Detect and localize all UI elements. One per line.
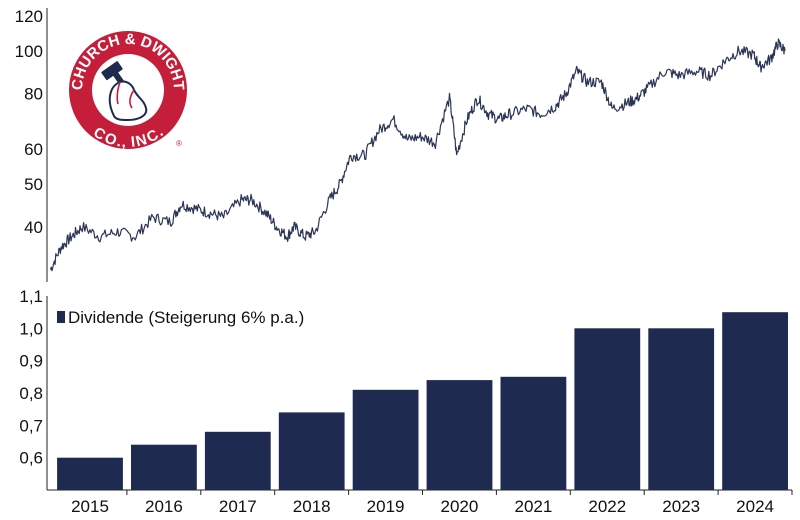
legend: Dividende (Steigerung 6% p.a.) [57,308,304,327]
price-series-line [49,38,786,272]
dividend-bar [574,328,641,490]
dividend-bar [648,328,715,490]
x-tick-label: 2018 [293,497,331,516]
x-tick-label: 2015 [71,497,109,516]
x-tick-label: 2024 [736,497,774,516]
bar-y-tick-label: 1,1 [19,287,43,306]
price-line-chart: 120 100 80 60 50 40 [15,7,786,282]
dividend-bar [278,412,345,490]
logo-registered-mark: ® [176,139,182,148]
arm-hammer-icon [101,61,148,122]
bar-chart-y-ticks: 1,1 1,0 0,9 0,8 0,7 0,6 [19,287,43,468]
line-y-tick-label: 60 [24,140,43,159]
dividend-bar [352,389,419,490]
line-y-tick-label: 120 [15,7,43,26]
bar-y-tick-label: 0,6 [19,449,43,468]
x-tick-label: 2021 [514,497,552,516]
dividend-bar [204,431,271,490]
dividend-bar [131,444,197,490]
x-tick-label: 2023 [662,497,700,516]
dividend-bar [722,312,788,490]
dividend-bar [426,380,493,490]
x-tick-label: 2017 [219,497,257,516]
dividend-bar-chart: 1,11,00,90,80,70,6 2015 2016 2017 2018 2019 2… [19,287,793,516]
line-y-tick-label: 80 [24,85,43,104]
legend-swatch [57,311,65,323]
line-y-tick-label: 100 [15,42,43,61]
bar-series [57,312,788,490]
line-y-tick-label: 50 [24,175,43,194]
x-tick-label: 2022 [588,497,626,516]
x-tick-label: 2020 [440,497,478,516]
x-tick-label: 2019 [367,497,405,516]
line-chart-y-ticks: 120 100 80 60 50 40 [15,7,43,237]
line-y-tick-label: 40 [24,218,43,237]
dividend-bar [57,457,123,490]
legend-label: Dividende (Steigerung 6% p.a.) [68,308,304,327]
bar-y-tick-label: 0,9 [19,352,43,371]
bar-y-tick-label: 0,8 [19,384,43,403]
dividend-bar [500,376,567,490]
bar-chart-x-ticks: 2015 2016 2017 2018 2019 2020 2021 2022 2023 2024 [71,490,793,516]
bar-y-tick-label: 1,0 [19,319,43,338]
bar-y-tick-label: 0,7 [19,416,43,435]
x-tick-label: 2016 [145,497,183,516]
church-dwight-logo: CHURCH & DWIGHT CO., INC. ® [69,31,187,152]
